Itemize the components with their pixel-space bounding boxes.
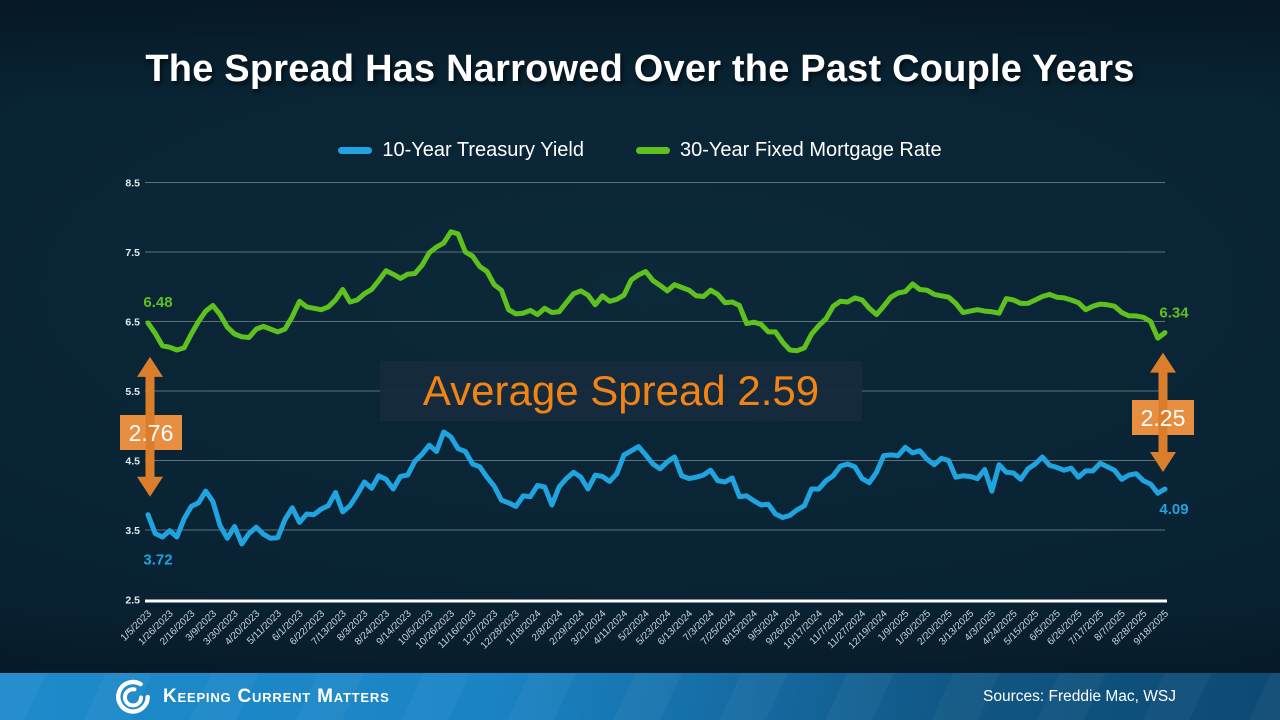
y-tick-label: 6.5 [125,317,140,329]
mortgage-line [145,229,1168,354]
start-spread-label: 2.76 [129,420,174,446]
brand-name: Keeping Current Matters [163,685,390,707]
y-tick-label: 4.5 [125,456,140,468]
page-title: The Spread Has Narrowed Over the Past Co… [145,48,1135,90]
kcm-swirl-logo-icon [116,679,150,714]
end-spread-arrow-up-icon [1150,352,1176,373]
sources-text: Sources: Freddie Mac, WSJ [983,687,1176,705]
treasury-line-swatch [338,147,373,154]
mortgage-line-swatch [635,147,670,154]
average-spread-callout: Average Spread 2.59 [380,361,862,421]
y-tick-label: 7.5 [125,247,140,259]
y-tick-label: 8.5 [125,178,140,190]
y-tick-label: 3.5 [125,525,140,537]
start-spread-arrow-down-icon [137,476,163,497]
start-spread-arrow-up-icon [137,356,163,377]
y-tick-label: 2.5 [125,595,140,607]
mortgage-start-label: 6.48 [143,294,172,311]
treasury-end-label: 4.09 [1159,501,1188,518]
chart-legend: 10-Year Treasury Yield 30-Year Fixed Mor… [0,139,1280,162]
mortgage-end-label: 6.34 [1159,305,1189,322]
footer-bar: Keeping Current Matters Sources: Freddie… [0,673,1280,720]
brand-lockup: Keeping Current Matters [114,673,390,720]
end-spread-label: 2.25 [1141,405,1186,431]
legend-label: 30-Year Fixed Mortgage Rate [679,139,942,161]
y-tick-label: 5.5 [125,386,140,398]
treasury-start-label: 3.72 [143,552,172,569]
treasury-line [145,429,1168,547]
legend-item-treasury: 10-Year Treasury Yield [338,139,584,162]
legend-item-mortgage: 30-Year Fixed Mortgage Rate [635,139,942,162]
end-spread-arrow-down-icon [1150,451,1176,472]
average-spread-text: Average Spread 2.59 [422,367,820,414]
legend-label: 10-Year Treasury Yield [382,139,584,161]
